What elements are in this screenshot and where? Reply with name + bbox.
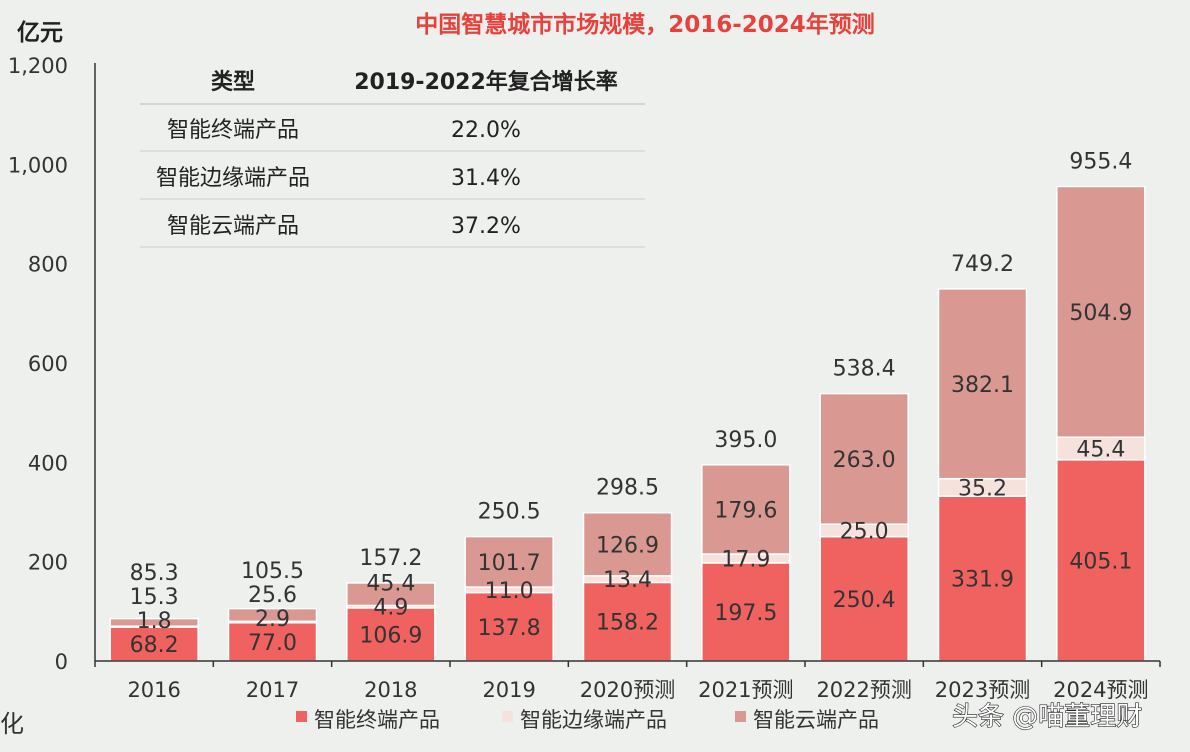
x-tick-label: 2016: [127, 678, 180, 702]
data-label: 77.0: [248, 631, 297, 656]
bar-segment: [109, 626, 199, 662]
chart-title: 中国智慧城市市场规模，2016-2024年预测: [415, 11, 875, 38]
data-label: 45.4: [1076, 438, 1125, 463]
bar-segment: [227, 622, 318, 662]
data-label: 25.0: [840, 519, 889, 544]
total-label: 955.4: [1069, 149, 1132, 174]
bar-segment: [1056, 185, 1146, 439]
data-label: 2.9: [255, 607, 290, 632]
x-tick-label: 2019: [482, 678, 535, 702]
bar-segment: [701, 464, 791, 555]
legend-label: 智能终端产品: [314, 708, 440, 732]
data-label: 250.4: [833, 588, 896, 613]
data-label: 106.9: [359, 623, 422, 648]
data-label: 68.2: [130, 633, 179, 658]
data-label: 1.8: [137, 609, 172, 634]
data-label: 158.2: [596, 611, 659, 636]
bar-segment: [346, 607, 436, 662]
table-cell: 智能边缘端产品: [156, 166, 310, 191]
total-label: 749.2: [951, 252, 1014, 277]
data-label: 35.2: [958, 476, 1007, 501]
bar-segment: [582, 511, 673, 577]
data-label: 101.7: [478, 551, 541, 576]
y-tick-label: 200: [28, 551, 68, 575]
data-label: 25.6: [248, 583, 297, 608]
y-tick-label: 400: [28, 451, 68, 475]
data-label: 4.9: [373, 596, 408, 621]
legend-swatch: [502, 711, 513, 722]
watermark: 头条 @喵董理财: [952, 702, 1142, 732]
bar-segment: [464, 535, 554, 588]
x-tick-label: 2018: [364, 678, 417, 702]
total-label: 105.5: [241, 559, 304, 584]
data-label: 405.1: [1069, 549, 1132, 574]
x-tick-label: 2020预测: [580, 678, 675, 702]
data-label: 45.4: [366, 572, 415, 597]
bar-segment: [819, 535, 909, 662]
table-header: 2019-2022年复合增长率: [354, 69, 618, 95]
data-label: 126.9: [596, 533, 659, 558]
legend-swatch: [296, 711, 307, 722]
table-cell: 22.0%: [451, 118, 521, 143]
data-label: 179.6: [714, 498, 777, 523]
y-tick-label: 800: [28, 253, 68, 277]
data-label: 263.0: [833, 448, 896, 473]
total-label: 85.3: [130, 561, 179, 586]
x-tick-label: 2021预测: [698, 678, 793, 702]
total-label: 538.4: [833, 357, 896, 382]
table-cell: 31.4%: [451, 166, 521, 191]
data-label: 13.4: [603, 568, 652, 593]
data-label: 11.0: [485, 579, 534, 604]
total-label: 395.0: [714, 428, 777, 453]
data-label: 504.9: [1069, 301, 1132, 326]
total-label: 250.5: [478, 500, 541, 525]
legend-label: 智能云端产品: [753, 708, 879, 732]
data-label: 382.1: [951, 373, 1014, 398]
left-fragment-text: 化: [0, 710, 24, 738]
y-axis-label: 亿元: [17, 20, 63, 46]
y-tick-label: 0: [55, 650, 68, 674]
data-label: 15.3: [130, 585, 179, 610]
bar-segment: [464, 591, 554, 662]
table-cell: 智能终端产品: [167, 118, 299, 143]
x-tick-label: 2017: [246, 678, 299, 702]
x-tick-label: 2024预测: [1053, 678, 1148, 702]
x-tick-label: 2022预测: [816, 678, 911, 702]
data-label: 331.9: [951, 568, 1014, 593]
total-label: 157.2: [359, 546, 422, 571]
table-header: 类型: [211, 70, 255, 95]
x-tick-label: 2023预测: [935, 678, 1030, 702]
legend-label: 智能边缘端产品: [520, 708, 667, 732]
legend-swatch: [735, 711, 746, 722]
table-cell: 智能云端产品: [167, 214, 299, 239]
y-tick-label: 1,000: [8, 153, 68, 177]
total-label: 298.5: [596, 476, 659, 501]
bar-segment: [109, 617, 199, 627]
y-tick-label: 1,200: [8, 54, 68, 78]
bar-segment: [819, 392, 909, 525]
data-label: 137.8: [478, 616, 541, 641]
data-label: 17.9: [721, 547, 770, 572]
bar-segment: [582, 581, 673, 662]
y-tick-label: 600: [28, 352, 68, 376]
bar-segment: [937, 288, 1028, 480]
data-label: 197.5: [714, 601, 777, 626]
bar-segment: [227, 607, 318, 623]
table-cell: 37.2%: [451, 214, 521, 239]
bar-segment: [346, 582, 436, 607]
